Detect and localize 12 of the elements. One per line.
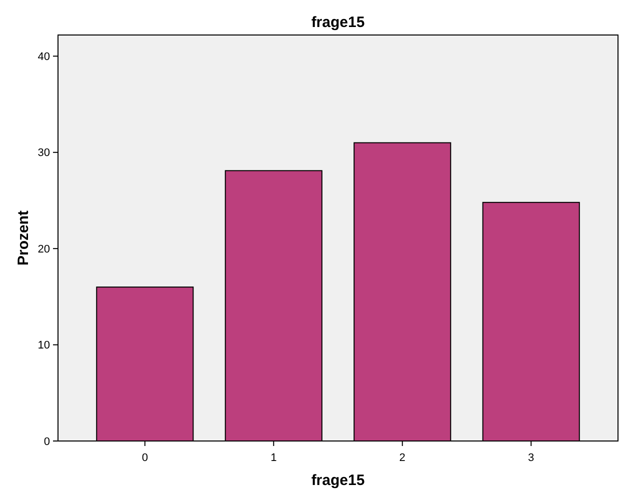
y-tick-label: 10 (38, 340, 50, 352)
x-axis-title: frage15 (311, 472, 365, 489)
x-tick-label: 0 (142, 452, 148, 464)
x-tick-label: 3 (528, 452, 534, 464)
y-axis-title: Prozent (15, 210, 32, 266)
y-tick-label: 40 (38, 51, 50, 64)
chart-title: frage15 (311, 14, 365, 31)
x-tick-label: 1 (270, 452, 277, 464)
y-tick-label: 30 (38, 147, 50, 160)
y-tick-label: 20 (38, 243, 50, 256)
y-tick-label: 0 (44, 436, 50, 448)
x-tick-label: 2 (399, 452, 406, 464)
